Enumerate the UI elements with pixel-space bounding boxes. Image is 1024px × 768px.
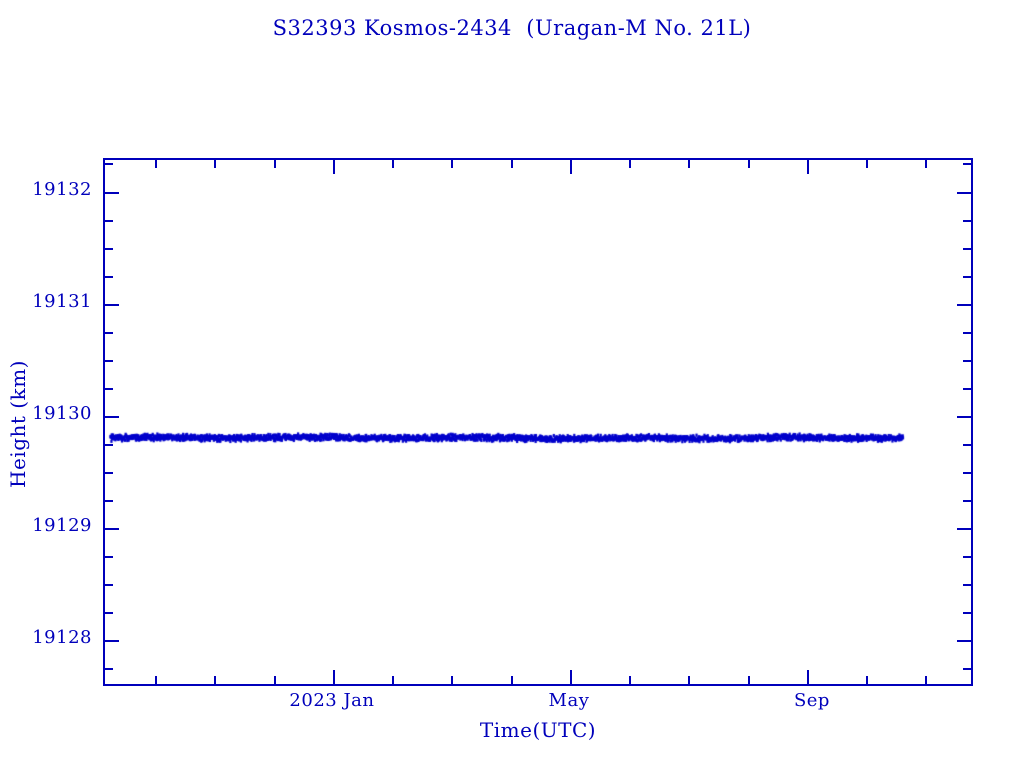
x-tick-minor (451, 676, 454, 684)
y-tick-minor-right (963, 471, 971, 474)
x-tick-label: 2023 Jan (289, 690, 375, 711)
y-tick-major-right (957, 527, 971, 530)
y-tick-label: 19128 (32, 626, 92, 648)
x-tick-minor-top (510, 160, 513, 168)
x-tick-label: Sep (793, 690, 830, 711)
x-tick-minor (629, 676, 632, 684)
y-tick-minor (105, 583, 113, 586)
y-tick-minor-right (963, 387, 971, 390)
x-tick-minor-top (214, 160, 217, 168)
y-tick-minor-right (963, 331, 971, 334)
y-tick-major (105, 527, 119, 530)
x-tick-minor (925, 676, 928, 684)
y-tick-major (105, 415, 119, 418)
y-tick-minor (105, 275, 113, 278)
y-tick-major-right (957, 639, 971, 642)
y-tick-label: 19130 (32, 402, 92, 424)
y-tick-minor-right (963, 499, 971, 502)
y-tick-minor-right (963, 219, 971, 222)
y-tick-minor (105, 611, 113, 614)
y-tick-minor-right (963, 359, 971, 362)
x-tick-minor (392, 676, 395, 684)
y-tick-minor-right (963, 247, 971, 250)
data-series-canvas (105, 160, 975, 688)
y-tick-label: 19131 (32, 290, 92, 312)
x-tick-minor (747, 676, 750, 684)
x-tick-major (332, 670, 335, 684)
chart-title: S32393 Kosmos-2434 (Uragan-M No. 21L) (272, 16, 752, 40)
y-tick-label: 19129 (32, 514, 92, 536)
y-axis-tick-labels: 19132 19131 19130 19129 19128 (0, 158, 92, 686)
y-tick-minor (105, 471, 113, 474)
y-tick-minor (105, 387, 113, 390)
y-tick-minor-right (963, 667, 971, 670)
y-tick-minor (105, 359, 113, 362)
y-tick-minor-right (963, 555, 971, 558)
y-tick-minor (105, 555, 113, 558)
y-tick-major-right (957, 415, 971, 418)
x-axis-tick-labels: 2023 Jan May Sep (103, 690, 973, 720)
x-tick-minor-top (688, 160, 691, 168)
x-tick-minor-top (925, 160, 928, 168)
x-tick-minor (510, 676, 513, 684)
x-tick-minor (866, 676, 869, 684)
x-tick-minor-top (747, 160, 750, 168)
y-tick-minor (105, 219, 113, 222)
y-tick-major (105, 639, 119, 642)
y-tick-minor-right (963, 583, 971, 586)
y-tick-minor-right (963, 611, 971, 614)
y-tick-minor (105, 443, 113, 446)
x-tick-minor (155, 676, 158, 684)
y-tick-major (105, 191, 119, 194)
y-tick-major-right (957, 191, 971, 194)
y-tick-minor (105, 667, 113, 670)
x-axis-title: Time(UTC) (479, 718, 597, 742)
y-tick-minor (105, 499, 113, 502)
x-tick-minor-top (392, 160, 395, 168)
x-tick-minor (273, 676, 276, 684)
x-tick-major (806, 670, 809, 684)
x-tick-minor-top (451, 160, 454, 168)
x-tick-label: May (548, 690, 590, 711)
x-tick-minor-top (866, 160, 869, 168)
y-tick-minor-right (963, 443, 971, 446)
y-axis-title: Height (km) (6, 360, 30, 488)
plot-area (103, 158, 975, 688)
x-tick-major-top (332, 160, 335, 174)
y-tick-minor (105, 331, 113, 334)
y-tick-minor (105, 247, 113, 250)
x-tick-minor-top (155, 160, 158, 168)
y-tick-minor (105, 163, 113, 166)
x-tick-minor (688, 676, 691, 684)
y-tick-major-right (957, 303, 971, 306)
x-tick-major-top (569, 160, 572, 174)
x-tick-minor (214, 676, 217, 684)
x-tick-major (569, 670, 572, 684)
x-tick-minor-top (273, 160, 276, 168)
y-tick-major (105, 303, 119, 306)
x-tick-major-top (806, 160, 809, 174)
y-tick-minor-right (963, 275, 971, 278)
y-tick-minor-right (963, 163, 971, 166)
y-tick-label: 19132 (32, 178, 92, 200)
x-tick-minor-top (629, 160, 632, 168)
